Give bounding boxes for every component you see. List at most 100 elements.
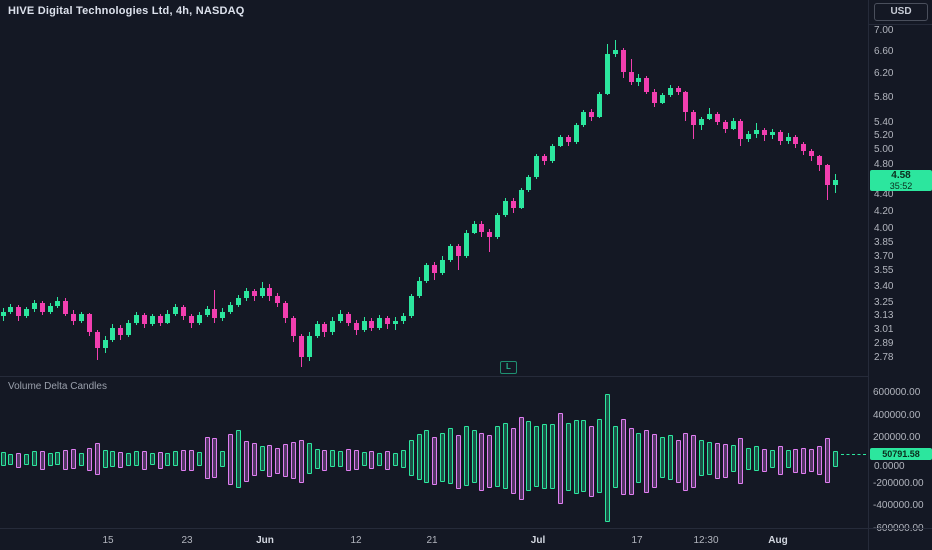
bar-countdown: 35:52 (889, 180, 913, 191)
price-tick-label: 3.25 (874, 296, 894, 308)
volume-delta-bar-up (659, 437, 665, 479)
candle-up (557, 136, 563, 146)
candle-up (165, 313, 171, 323)
candle-up (400, 316, 406, 321)
candle-up (597, 93, 603, 117)
volume-delta-bar-down (204, 437, 210, 480)
volume-delta-bar-down (510, 428, 516, 494)
candle-down (290, 318, 296, 336)
volume-delta-bar-down (71, 449, 77, 470)
price-tick-label: 3.40 (874, 280, 894, 292)
candle-up (306, 335, 312, 357)
volume-delta-bar-down (39, 450, 45, 470)
volume-delta-bar-up (495, 425, 501, 488)
price-tick-label: 2.89 (874, 338, 894, 350)
volume-delta-bar-up (597, 419, 603, 493)
candle-down (63, 300, 69, 314)
candle-up (636, 77, 642, 82)
volume-delta-value-label: 50791.58 (870, 448, 932, 461)
volume-delta-bar-down (118, 452, 124, 469)
price-tick-label: 2.78 (874, 351, 894, 363)
currency-toggle-button[interactable]: USD (874, 3, 928, 21)
volume-delta-bar-up (471, 430, 477, 483)
candle-up (550, 145, 555, 162)
candle-up (416, 280, 422, 297)
volume-delta-bar-up (408, 439, 414, 476)
candle-down (212, 309, 218, 319)
time-tick-label: 21 (426, 535, 438, 546)
volume-delta-bar-down (345, 449, 351, 472)
volume-delta-bar-down (683, 432, 689, 491)
volume-delta-bar-down (691, 435, 697, 489)
volume-delta-bar-down (275, 447, 281, 474)
candle-up (110, 327, 116, 340)
volume-zero-label: 0.0000 (874, 460, 905, 472)
candle-up (55, 300, 61, 307)
price-tick-label: 5.40 (874, 116, 894, 128)
volume-pane-canvas[interactable] (0, 377, 868, 528)
volume-delta-bar-up (236, 430, 241, 488)
volume-delta-bar-down (644, 430, 650, 493)
time-axis[interactable]: 15 23 Jun 12 21 Jul 17 12:30 Aug (0, 528, 932, 550)
price-tick-label: 4.80 (874, 158, 894, 170)
price-axis[interactable]: USD 7.00 6.60 6.20 5.80 5.40 5.20 5.00 4.80 4.40… (868, 0, 932, 550)
candle-down (620, 49, 626, 72)
volume-delta-bar-down (63, 450, 69, 471)
candle-up (377, 318, 383, 328)
volume-delta-bar-up (565, 422, 571, 491)
volume-delta-bar-down (777, 446, 783, 475)
candle-down (322, 324, 328, 333)
volume-delta-bar-down (809, 448, 815, 473)
volume-delta-bar-up (447, 428, 453, 484)
candle-down (455, 246, 461, 256)
candle-up (730, 120, 736, 129)
volume-delta-bar-down (816, 446, 822, 476)
price-tick-label: 4.20 (874, 205, 894, 217)
volume-delta-bar-up (126, 452, 132, 466)
volume-tick-label: 200000.00 (873, 432, 921, 444)
candle-up (102, 339, 108, 349)
candle-up (149, 316, 155, 325)
volume-delta-bar-up (133, 451, 139, 467)
volume-delta-bar-up (400, 449, 406, 468)
candle-down (722, 121, 728, 129)
candle-down (16, 307, 22, 317)
long-label-icon[interactable]: L (500, 361, 517, 374)
candle-up (707, 114, 712, 119)
time-tick-label: 12:30 (693, 535, 719, 546)
volume-delta-bar-up (338, 450, 344, 467)
candle-down (738, 120, 744, 139)
volume-delta-bar-down (761, 448, 767, 473)
symbol-title[interactable]: HIVE Digital Technologies Ltd, 4h, NASDA… (8, 5, 245, 17)
price-pane-canvas[interactable]: L (0, 0, 868, 376)
volume-delta-bar-up (79, 453, 84, 467)
pane-divider[interactable] (0, 376, 868, 377)
candle-down (345, 313, 351, 323)
volume-delta-bar-up (667, 435, 673, 480)
volume-delta-bar-up (550, 423, 555, 490)
candle-up (573, 125, 579, 143)
volume-delta-bar-down (589, 425, 595, 498)
candle-up (243, 290, 249, 299)
candle-down (565, 136, 571, 143)
volume-delta-bar-up (47, 453, 53, 466)
volume-delta-bar-down (793, 448, 799, 473)
volume-delta-bar-up (24, 454, 30, 465)
volume-delta-bar-down (188, 449, 194, 472)
volume-delta-bar-down (290, 441, 296, 480)
candle-up (699, 118, 705, 126)
volume-delta-bar-up (440, 432, 446, 482)
candle-down (542, 156, 548, 162)
candle-up (612, 49, 618, 54)
volume-delta-bar-up (707, 441, 712, 475)
volume-tick-label: 600000.00 (873, 386, 921, 398)
volume-indicator-title[interactable]: Volume Delta Candles (8, 381, 107, 392)
price-tick-label: 5.20 (874, 130, 894, 142)
price-tick-label: 3.70 (874, 250, 894, 262)
candle-up (133, 314, 139, 323)
time-tick-label: 15 (102, 535, 114, 546)
volume-delta-bar-down (479, 432, 485, 491)
volume-delta-bar-up (377, 452, 383, 466)
volume-delta-bar-down (94, 442, 100, 475)
